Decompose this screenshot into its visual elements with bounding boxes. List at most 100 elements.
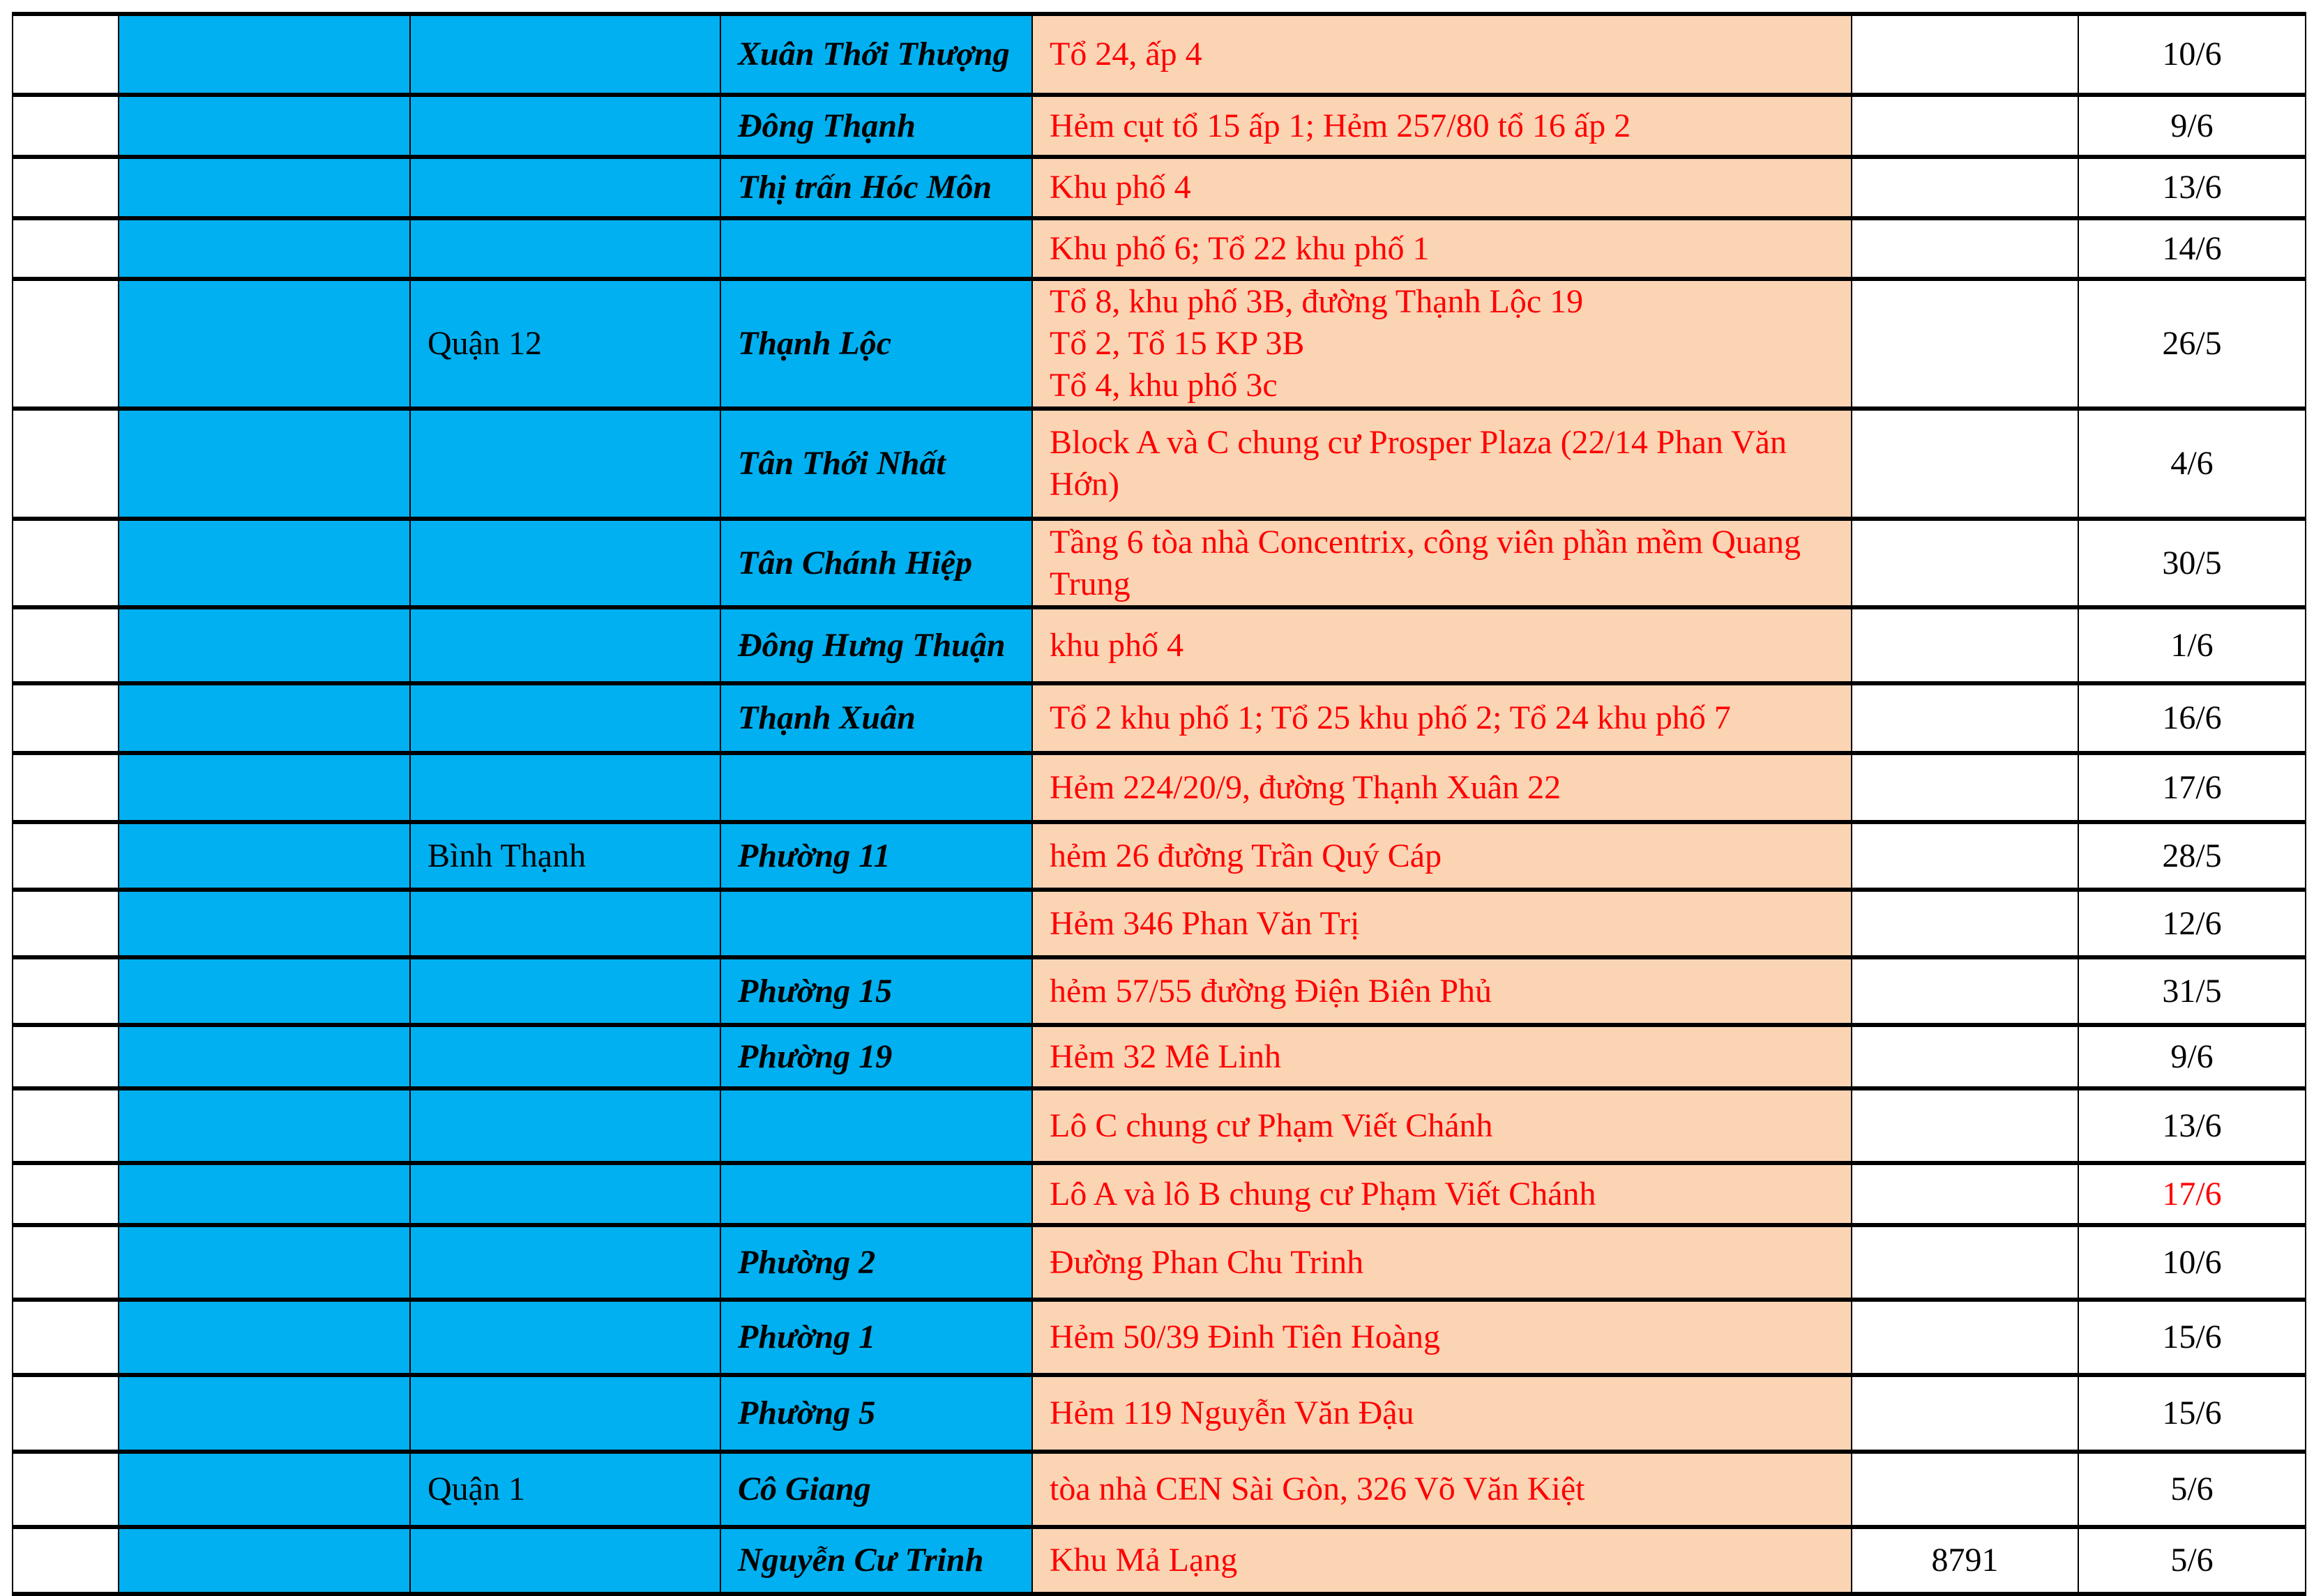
address-cell: Tổ 2 khu phố 1; Tổ 25 khu phố 2; Tổ 24 k… [1031,681,1852,755]
date-cell: 9/6 [2078,93,2306,159]
district-cell [409,681,721,755]
region-cell [118,1373,411,1454]
address-cell: Lô A và lô B chung cư Phạm Viết Chánh [1031,1161,1852,1227]
table-row: Khu phố 6; Tổ 22 khu phố 1 14/6 [12,216,2306,281]
district-cell [409,605,721,685]
index-cell [12,277,119,411]
table-row: Thạnh Xuân Tổ 2 khu phố 1; Tổ 25 khu phố … [12,681,2306,755]
address-cell: khu phố 4 [1031,605,1852,685]
district-cell [409,155,721,220]
table-row: Tân Chánh Hiệp Tầng 6 tòa nhà Concentrix,… [12,517,2306,609]
table-row: Lô C chung cư Phạm Viết Chánh 13/6 [12,1086,2306,1165]
date-cell: 1/6 [2078,605,2306,685]
table-row: Tân Thới Nhất Block A và C chung cư Prosp… [12,406,2306,521]
date-cell: 26/5 [2078,277,2306,411]
district-cell: Bình Thạnh [409,820,721,892]
count-cell [1851,681,2079,755]
table-row: Nguyễn Cư Trinh Khu Mả Lạng 8791 5/6 [12,1525,2306,1596]
ward-cell [720,751,1033,824]
ward-cell: Cô Giang [720,1450,1033,1529]
index-cell [12,820,119,892]
date-cell: 9/6 [2078,1023,2306,1090]
region-cell [118,1086,411,1165]
address-cell: Khu phố 4 [1031,155,1852,220]
district-cell [409,12,721,97]
district-cell [409,1023,721,1090]
district-cell: Quận 1 [409,1450,721,1529]
ward-cell: Phường 2 [720,1223,1033,1302]
table-row: Phường 19 Hẻm 32 Mê Linh 9/6 [12,1023,2306,1090]
ward-cell: Nguyễn Cư Trinh [720,1525,1033,1596]
address-cell: Khu phố 6; Tổ 22 khu phố 1 [1031,216,1852,281]
index-cell [12,1086,119,1165]
date-cell: 16/6 [2078,681,2306,755]
index-cell [12,1023,119,1090]
count-cell [1851,406,2079,521]
date-cell: 30/5 [2078,517,2306,609]
count-cell: 8791 [1851,1525,2079,1596]
index-cell [12,1373,119,1454]
index-cell [12,93,119,159]
table-row: Lô A và lô B chung cư Phạm Viết Chánh 17/… [12,1161,2306,1227]
region-cell [118,820,411,892]
ward-cell: Phường 11 [720,820,1033,892]
ward-cell: Đông Thạnh [720,93,1033,159]
district-cell [409,888,721,959]
table-row: Thị trấn Hóc Môn Khu phố 4 13/6 [12,155,2306,220]
index-cell [12,605,119,685]
address-cell: Block A và C chung cư Prosper Plaza (22/… [1031,406,1852,521]
ward-cell: Thạnh Lộc [720,277,1033,411]
count-cell [1851,1373,2079,1454]
ward-cell: Phường 19 [720,1023,1033,1090]
address-cell: hẻm 26 đường Trần Quý Cáp [1031,820,1852,892]
date-cell: 13/6 [2078,155,2306,220]
index-cell [12,955,119,1027]
date-cell: 31/5 [2078,955,2306,1027]
index-cell [12,216,119,281]
date-cell: 10/6 [2078,1223,2306,1302]
region-cell [118,1298,411,1377]
ward-cell: Tân Thới Nhất [720,406,1033,521]
district-cell [409,1086,721,1165]
table-row: Xuân Thới Thượng Tổ 24, ấp 4 10/6 [12,12,2306,97]
ward-cell: Phường 1 [720,1298,1033,1377]
region-cell [118,1525,411,1596]
table-row: Phường 2 Đường Phan Chu Trinh 10/6 [12,1223,2306,1302]
region-cell [118,1161,411,1227]
region-cell [118,751,411,824]
date-cell: 13/6 [2078,1086,2306,1165]
date-cell: 17/6 [2078,751,2306,824]
region-cell [118,1450,411,1529]
district-cell [409,216,721,281]
address-cell: Khu Mả Lạng [1031,1525,1852,1596]
ward-cell [720,888,1033,959]
table-row: Quận 1 Cô Giang tòa nhà CEN Sài Gòn, 326 V… [12,1450,2306,1529]
ward-cell [720,216,1033,281]
index-cell [12,1223,119,1302]
date-cell: 14/6 [2078,216,2306,281]
district-cell [409,1525,721,1596]
count-cell [1851,751,2079,824]
region-cell [118,605,411,685]
address-cell: hẻm 57/55 đường Điện Biên Phủ [1031,955,1852,1027]
district-cell [409,517,721,609]
region-cell [118,155,411,220]
index-cell [12,681,119,755]
table-row: Bình Thạnh Phường 11 hẻm 26 đường Trần Quý… [12,820,2306,892]
ward-cell: Thạnh Xuân [720,681,1033,755]
address-cell: Tổ 8, khu phố 3B, đường Thạnh Lộc 19 Tổ … [1031,277,1852,411]
address-cell: Lô C chung cư Phạm Viết Chánh [1031,1086,1852,1165]
table-row: Quận 12 Thạnh Lộc Tổ 8, khu phố 3B, đường … [12,277,2306,411]
district-cell [409,93,721,159]
ward-cell [720,1161,1033,1227]
ward-cell: Đông Hưng Thuận [720,605,1033,685]
region-cell [118,216,411,281]
address-cell: Đường Phan Chu Trinh [1031,1223,1852,1302]
ward-cell [720,1086,1033,1165]
district-cell [409,751,721,824]
region-cell [118,1023,411,1090]
index-cell [12,1450,119,1529]
address-cell: Tổ 24, ấp 4 [1031,12,1852,97]
index-cell [12,517,119,609]
count-cell [1851,605,2079,685]
